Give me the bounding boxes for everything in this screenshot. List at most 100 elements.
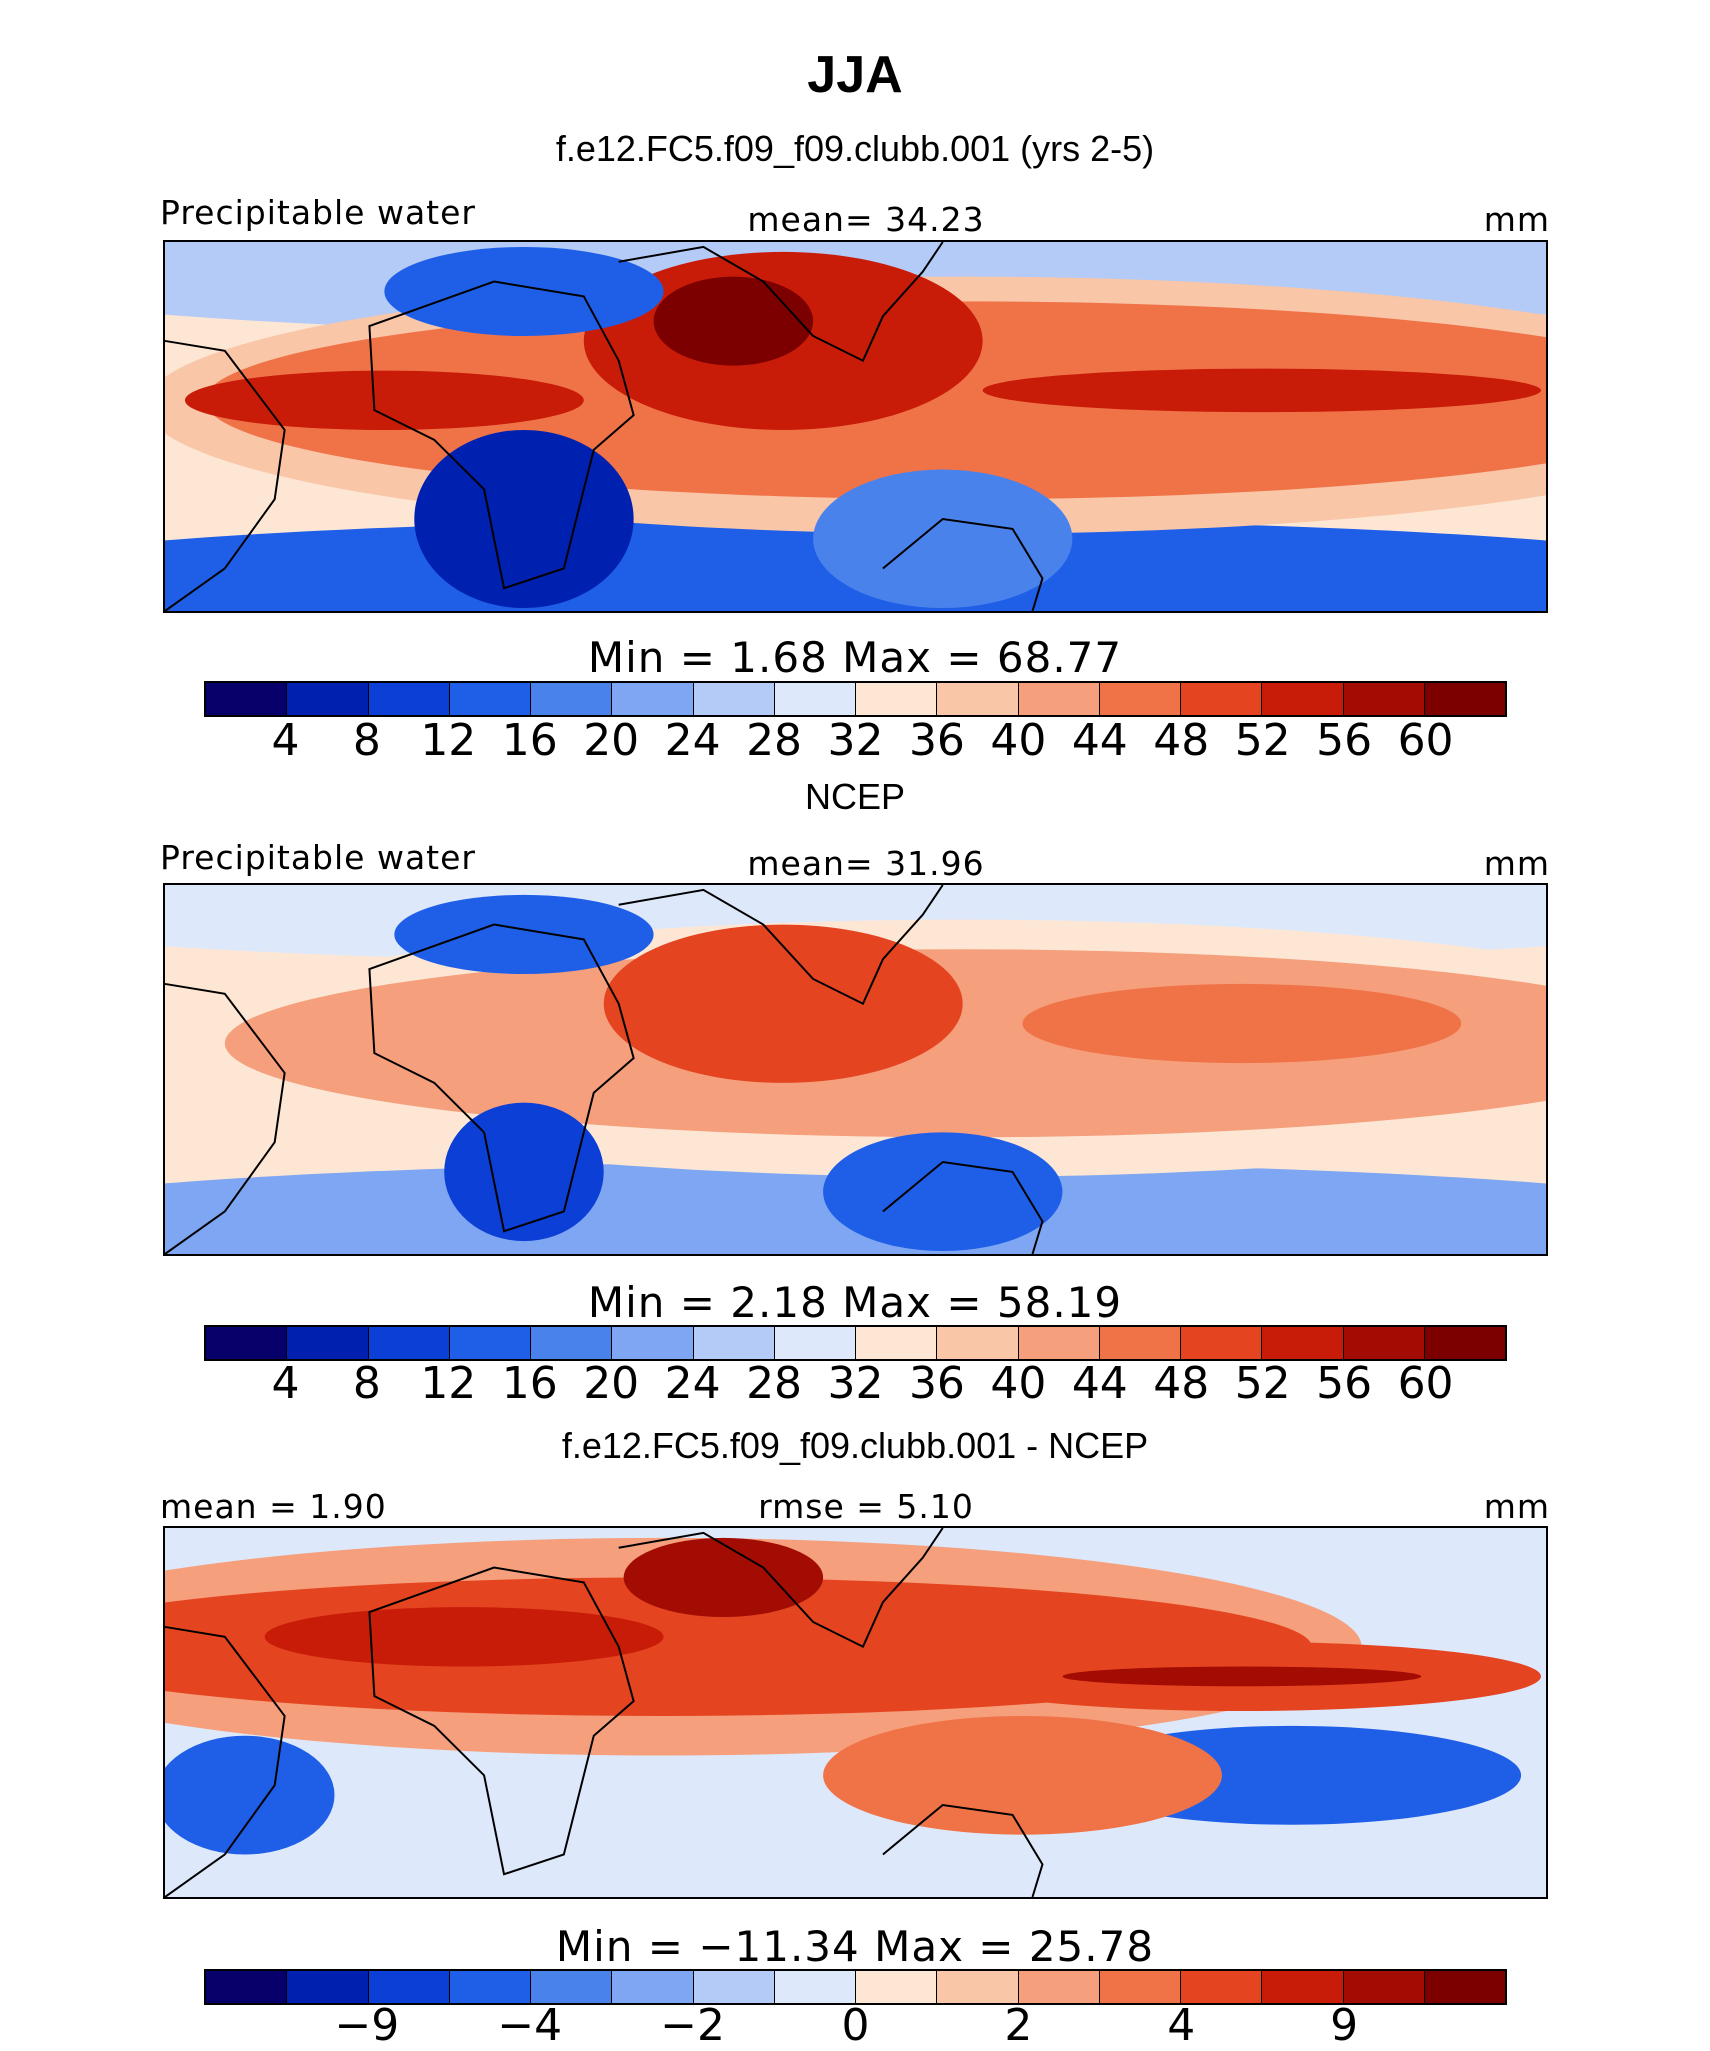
contour-region — [623, 1537, 824, 1618]
colorbar-tick-label: 16 — [501, 1358, 558, 1409]
colorbar-swatch — [449, 1971, 531, 2003]
contour-region — [823, 1132, 1063, 1252]
colorbar-tick-label: −4 — [497, 2000, 563, 2051]
colorbar-swatch — [449, 683, 531, 715]
contour-region — [184, 370, 584, 430]
figure-title: JJA — [807, 46, 903, 104]
panel1-colorbar-ticks: 4 8 12 16 20 24 28 32 36 40 44 48 52 56 60 — [204, 715, 1507, 766]
colorbar-swatch — [612, 1971, 694, 2003]
panel1-units-label: mm — [1483, 200, 1550, 239]
colorbar-swatch — [368, 1971, 450, 2003]
panel3-units-label: mm — [1483, 1487, 1550, 1526]
colorbar-swatch — [612, 683, 694, 715]
colorbar-tick-label: 36 — [908, 1358, 965, 1409]
colorbar-tick-label: 48 — [1153, 715, 1210, 766]
colorbar-swatch — [693, 1971, 775, 2003]
colorbar-tick-label: 28 — [746, 1358, 803, 1409]
panel3-colorbar-ticks: −9 −4 −2 0 2 4 9 — [204, 2000, 1507, 2051]
colorbar-swatch — [1181, 683, 1263, 715]
panel2-variable-label: Precipitable water — [160, 838, 476, 877]
panel1-minmax: Min = 1.68 Max = 68.77 — [587, 633, 1123, 682]
colorbar-tick-label: 24 — [664, 715, 721, 766]
colorbar-swatch — [368, 683, 450, 715]
colorbar-swatch — [1018, 1971, 1100, 2003]
colorbar-tick-label: 52 — [1234, 1358, 1291, 1409]
contour-region — [444, 1102, 604, 1242]
colorbar-tick-label: −2 — [660, 2000, 726, 2051]
colorbar-swatch — [1262, 1327, 1344, 1359]
colorbar-tick-label: 36 — [908, 715, 965, 766]
contour-region — [823, 1715, 1222, 1835]
colorbar-swatch — [1424, 1327, 1505, 1359]
colorbar-swatch — [693, 683, 775, 715]
colorbar-tick-label: 9 — [1330, 2000, 1359, 2051]
colorbar-swatch — [1099, 1971, 1181, 2003]
panel2-subtitle: NCEP — [804, 776, 906, 817]
colorbar-tick-label: 8 — [352, 1358, 381, 1409]
colorbar-swatch — [1099, 683, 1181, 715]
colorbar-tick-label: 52 — [1234, 715, 1291, 766]
panel1-mean-label: mean= 34.23 — [747, 200, 985, 239]
colorbar-swatch — [774, 1327, 856, 1359]
colorbar-swatch — [1262, 683, 1344, 715]
panel1-variable-label: Precipitable water — [160, 193, 476, 232]
contour-region — [264, 1607, 664, 1667]
colorbar-swatch — [1343, 683, 1425, 715]
colorbar-swatch — [856, 683, 938, 715]
colorbar-swatch — [612, 1327, 694, 1359]
colorbar-swatch — [1343, 1327, 1425, 1359]
colorbar-swatch — [693, 1327, 775, 1359]
colorbar-tick-label: 16 — [501, 715, 558, 766]
coastline — [165, 1625, 286, 1897]
colorbar-tick-label: 32 — [827, 715, 884, 766]
panel2-colorbar — [204, 1325, 1507, 1361]
colorbar-tick-label: 40 — [990, 1358, 1047, 1409]
colorbar-swatch — [1181, 1327, 1263, 1359]
panel3-rmse-label: rmse = 5.10 — [758, 1487, 974, 1526]
coastline — [882, 1803, 1044, 1897]
colorbar-tick-label: 0 — [841, 2000, 870, 2051]
colorbar-swatch — [937, 683, 1019, 715]
contour-region — [1062, 1666, 1422, 1687]
colorbar-swatch — [1343, 1971, 1425, 2003]
colorbar-swatch — [1424, 683, 1505, 715]
panel1-subtitle: f.e12.FC5.f09_f09.clubb.001 (yrs 2-5) — [555, 128, 1155, 169]
coastline — [165, 982, 286, 1254]
colorbar-tick-label: 60 — [1397, 715, 1454, 766]
contour-region — [165, 1735, 335, 1855]
colorbar-swatch — [531, 1327, 613, 1359]
colorbar-swatch — [1262, 1971, 1344, 2003]
colorbar-tick-label: 24 — [664, 1358, 721, 1409]
colorbar-swatch — [287, 683, 369, 715]
colorbar-swatch — [531, 1971, 613, 2003]
colorbar-swatch — [206, 1327, 288, 1359]
colorbar-tick-label: 56 — [1316, 715, 1373, 766]
coastline — [618, 1528, 944, 1649]
colorbar-swatch — [1018, 1327, 1100, 1359]
colorbar-swatch — [937, 1327, 1019, 1359]
panel2-map — [163, 883, 1548, 1256]
colorbar-swatch — [368, 1327, 450, 1359]
colorbar-tick-label: 4 — [271, 1358, 300, 1409]
contour-region — [982, 368, 1542, 413]
panel2-colorbar-ticks: 4 8 12 16 20 24 28 32 36 40 44 48 52 56 60 — [204, 1358, 1507, 1409]
colorbar-swatch — [1424, 1971, 1505, 2003]
panel3-subtitle: f.e12.FC5.f09_f09.clubb.001 - NCEP — [561, 1425, 1149, 1466]
colorbar-swatch — [206, 683, 288, 715]
contour-region — [1022, 983, 1462, 1064]
colorbar-tick-label: 12 — [420, 1358, 477, 1409]
colorbar-swatch — [1018, 683, 1100, 715]
colorbar-tick-label: 4 — [1167, 2000, 1196, 2051]
panel3-mean-label: mean = 1.90 — [160, 1487, 387, 1526]
coastline — [368, 280, 635, 590]
colorbar-tick-label: 44 — [1071, 1358, 1128, 1409]
colorbar-tick-label: 12 — [420, 715, 477, 766]
panel2-minmax: Min = 2.18 Max = 58.19 — [587, 1278, 1123, 1327]
coastline — [165, 339, 286, 611]
colorbar-swatch — [856, 1327, 938, 1359]
colorbar-tick-label: 20 — [583, 1358, 640, 1409]
panel2-map-field — [165, 885, 1546, 1254]
panel1-map — [163, 240, 1548, 613]
colorbar-tick-label: 28 — [746, 715, 803, 766]
colorbar-tick-label: 8 — [352, 715, 381, 766]
